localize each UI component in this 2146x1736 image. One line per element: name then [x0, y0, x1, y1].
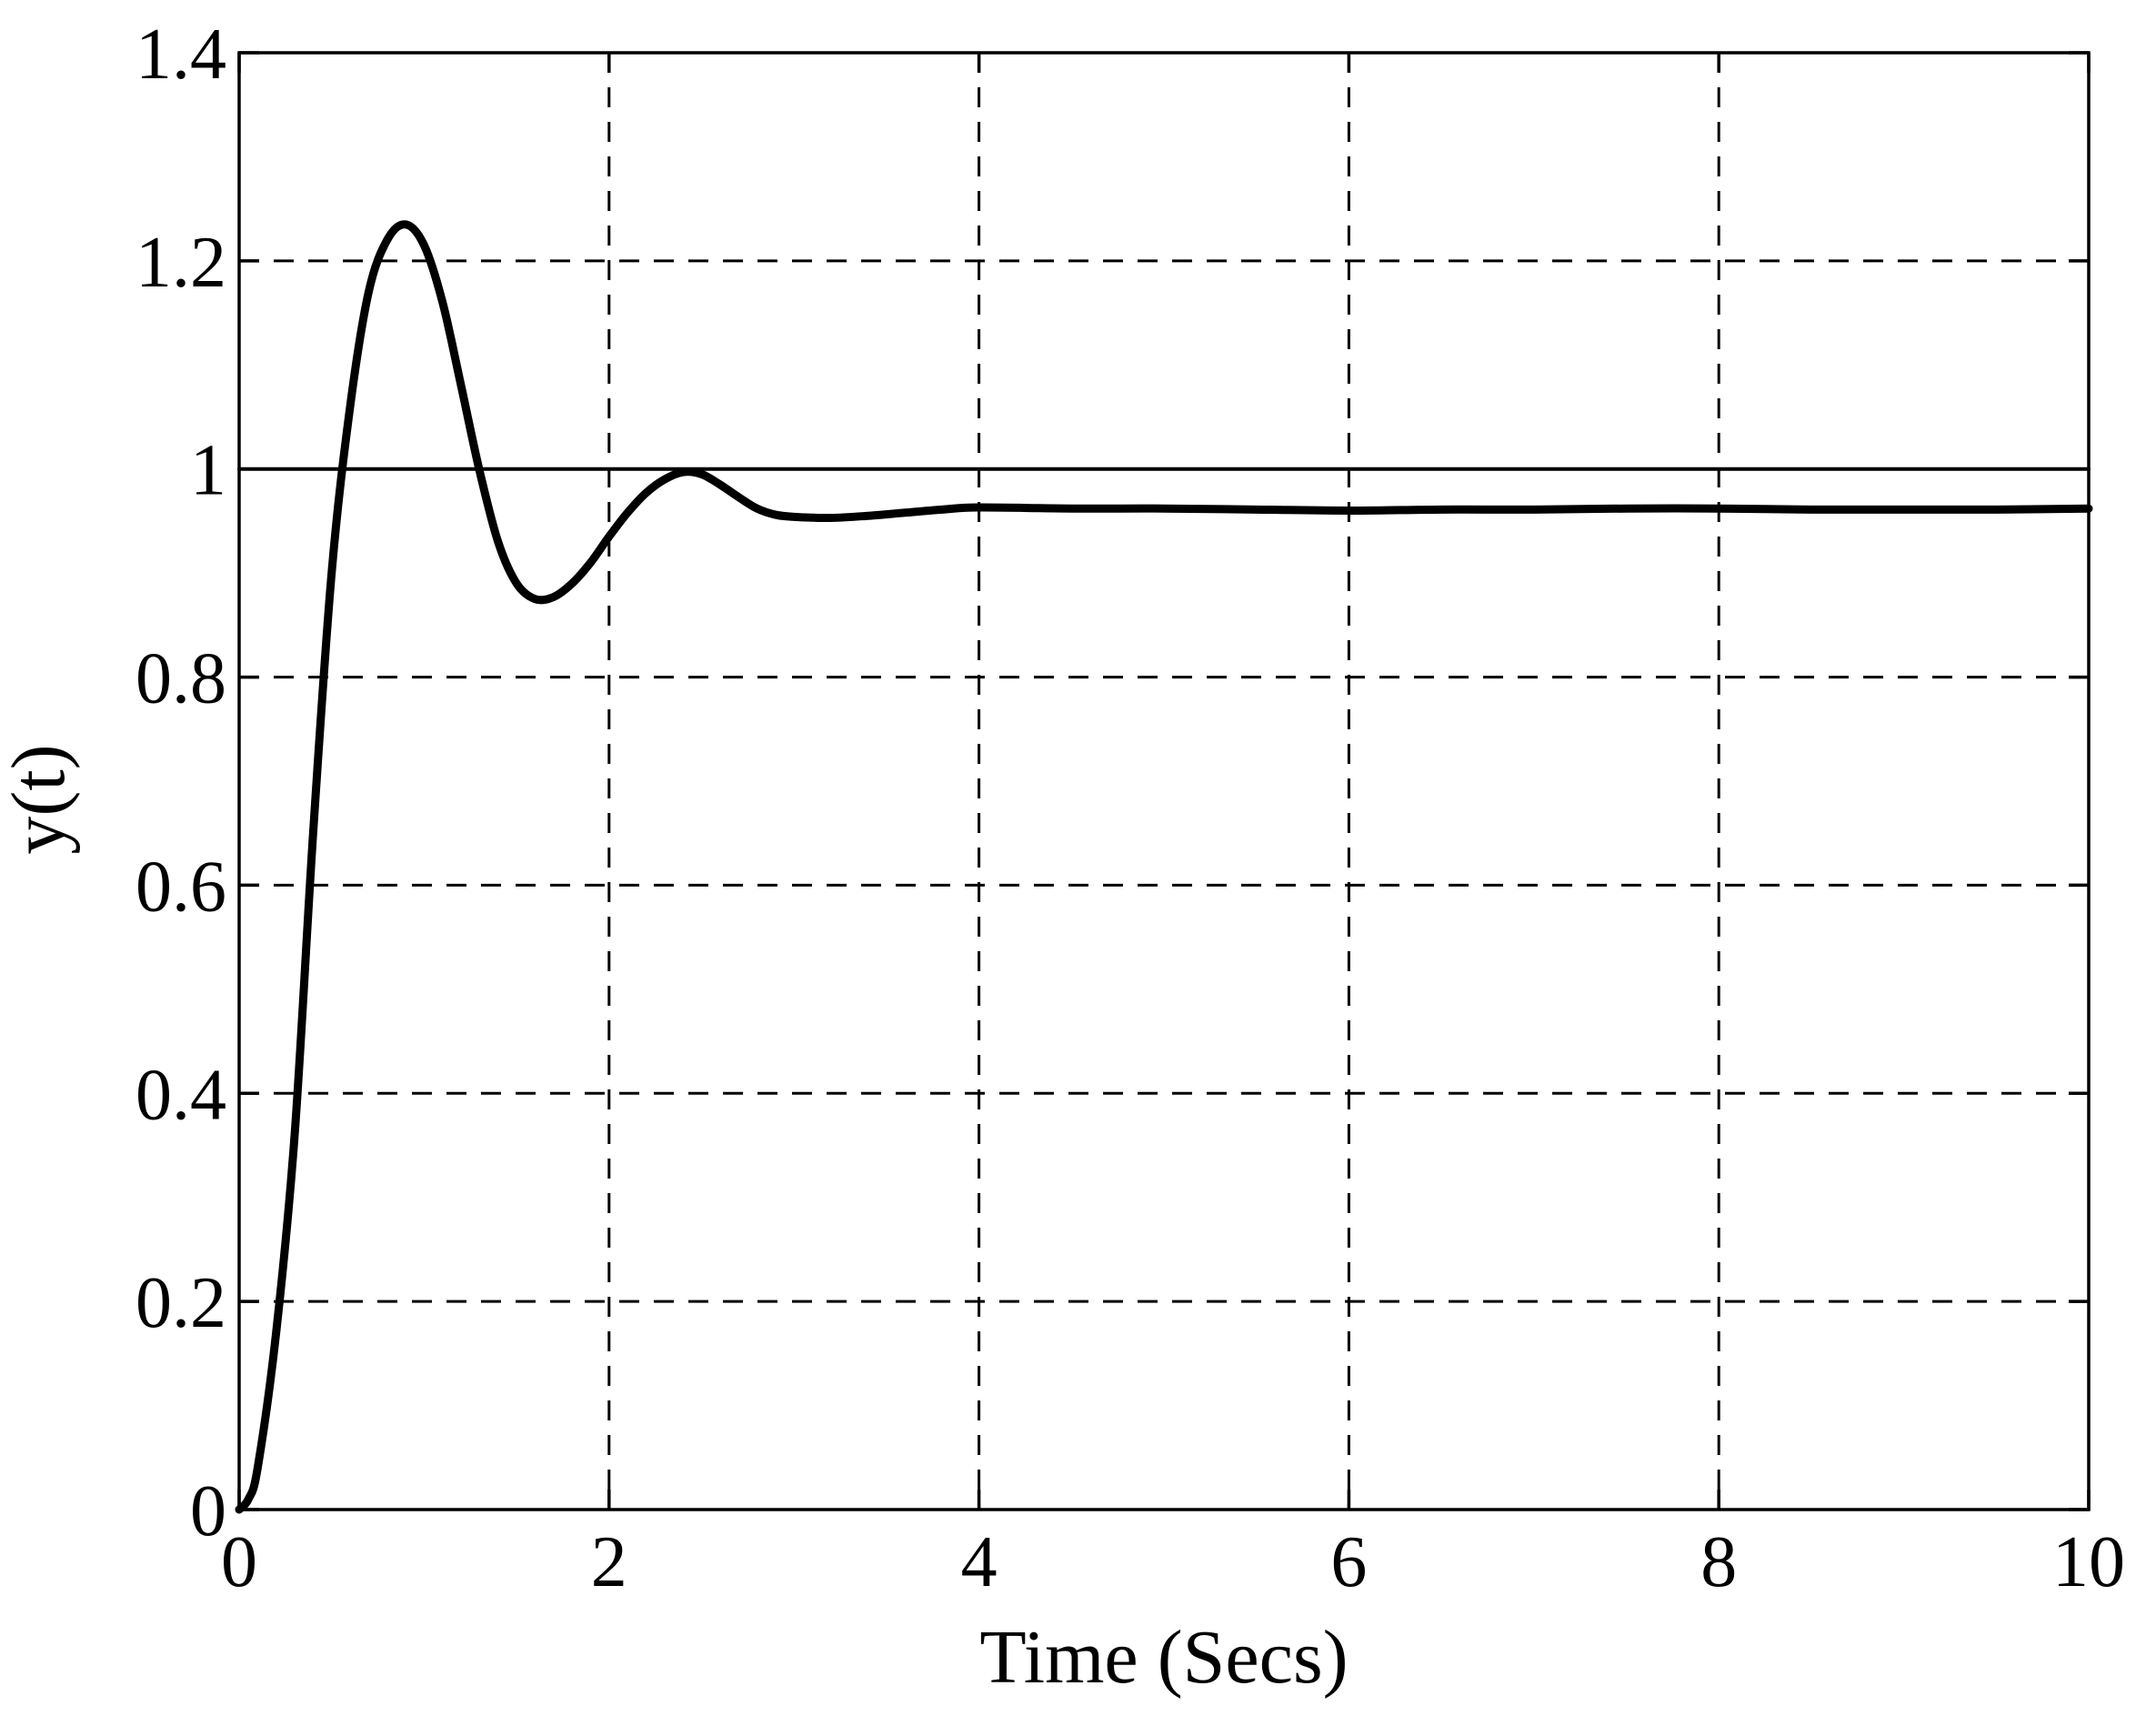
- x-tick-label: 10: [2052, 1522, 2125, 1602]
- axis-ticks: [237, 51, 2091, 1511]
- y-tick-label: 0: [190, 1471, 226, 1551]
- x-tick-label: 8: [1700, 1522, 1737, 1602]
- y-tick-label: 1.2: [135, 223, 226, 303]
- x-tick-label: 4: [961, 1522, 998, 1602]
- tick-labels: 0 2 4 6 8 10 0 0.2 0.4 0.6 0.8 1 1.2 1.4: [135, 15, 2125, 1602]
- x-tick-label: 0: [221, 1522, 257, 1602]
- y-axis-label: y(t): [0, 744, 81, 854]
- y-tick-label: 0.4: [135, 1055, 226, 1135]
- response-line: [235, 220, 2093, 1514]
- y-tick-label: 1.4: [135, 15, 226, 95]
- x-axis-label: Time (Secs): [979, 1615, 1348, 1700]
- x-tick-label: 6: [1330, 1522, 1367, 1602]
- grid: [239, 53, 2089, 1510]
- y-tick-label: 0.2: [135, 1263, 226, 1343]
- y-tick-label: 0.8: [135, 639, 226, 719]
- plot-frame: [237, 51, 2091, 1511]
- y-tick-label: 0.6: [135, 847, 226, 927]
- y-tick-label: 1: [190, 431, 226, 511]
- series-layer: [235, 220, 2093, 1514]
- x-tick-label: 2: [591, 1522, 627, 1602]
